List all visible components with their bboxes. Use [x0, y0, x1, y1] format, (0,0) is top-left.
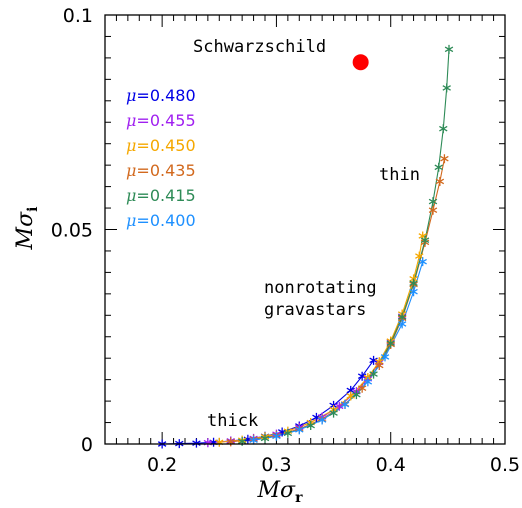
data-point — [397, 319, 407, 329]
data-point — [434, 162, 443, 172]
data-point — [295, 425, 304, 435]
legend-entry: μ=0.455 — [126, 111, 196, 130]
x-tick-label: 0.4 — [376, 454, 406, 476]
data-point — [444, 44, 454, 54]
schwarzschild-label: Schwarzschild — [193, 37, 326, 57]
data-point — [363, 377, 373, 387]
data-point — [409, 287, 418, 297]
data-point — [420, 235, 430, 245]
x-tick-label: 0.3 — [261, 454, 291, 476]
series-layer — [157, 44, 454, 449]
data-point — [442, 83, 451, 93]
legend-entry: μ=0.480 — [126, 86, 196, 105]
data-point — [439, 124, 448, 134]
legend-entry: μ=0.415 — [126, 186, 196, 205]
nonrotating-label: nonrotating — [264, 278, 377, 298]
y-axis-title: Mσi — [13, 207, 41, 251]
thin-label: thin — [379, 165, 420, 185]
legend-entry: μ=0.400 — [126, 211, 196, 230]
data-point — [369, 369, 378, 379]
legend: μ=0.480 μ=0.455 μ=0.450 μ=0.435 μ=0.415 μ=0.4… — [126, 86, 196, 230]
data-point — [375, 360, 384, 370]
y-tick-label: 0.1 — [63, 5, 93, 27]
data-point — [249, 435, 258, 445]
data-point — [409, 278, 418, 288]
x-tick-label: 0.5 — [490, 454, 520, 476]
data-point — [272, 431, 281, 441]
data-point — [283, 428, 293, 438]
data-point — [386, 338, 395, 348]
data-point — [317, 415, 327, 425]
series-line — [242, 49, 450, 442]
data-point — [329, 408, 338, 418]
data-point — [340, 400, 350, 410]
data-point — [440, 154, 449, 164]
plot-frame — [104, 14, 506, 445]
data-point — [357, 383, 367, 393]
x-axis-title: Mσr — [257, 478, 304, 506]
data-point — [428, 205, 438, 215]
x-tick-label: 0.2 — [147, 454, 177, 476]
data-point — [428, 197, 438, 207]
data-point — [369, 355, 378, 365]
thick-label: thick — [207, 411, 258, 431]
data-point — [260, 433, 270, 443]
data-point — [346, 391, 355, 401]
ticks-layer: 0.2 0.3 0.4 0.5 0 0.05 0.1 — [51, 5, 520, 476]
legend-entry: μ=0.450 — [126, 136, 196, 155]
data-point — [380, 352, 390, 362]
y-tick-label: 0.05 — [51, 220, 93, 242]
data-point — [306, 421, 315, 431]
data-point — [352, 390, 361, 400]
y-tick-label: 0 — [81, 434, 93, 456]
schwarzschild-point — [352, 54, 369, 71]
gravastars-label: gravastars — [264, 300, 366, 320]
data-point — [418, 257, 427, 267]
data-point — [435, 176, 445, 186]
legend-entry: μ=0.435 — [126, 161, 196, 180]
